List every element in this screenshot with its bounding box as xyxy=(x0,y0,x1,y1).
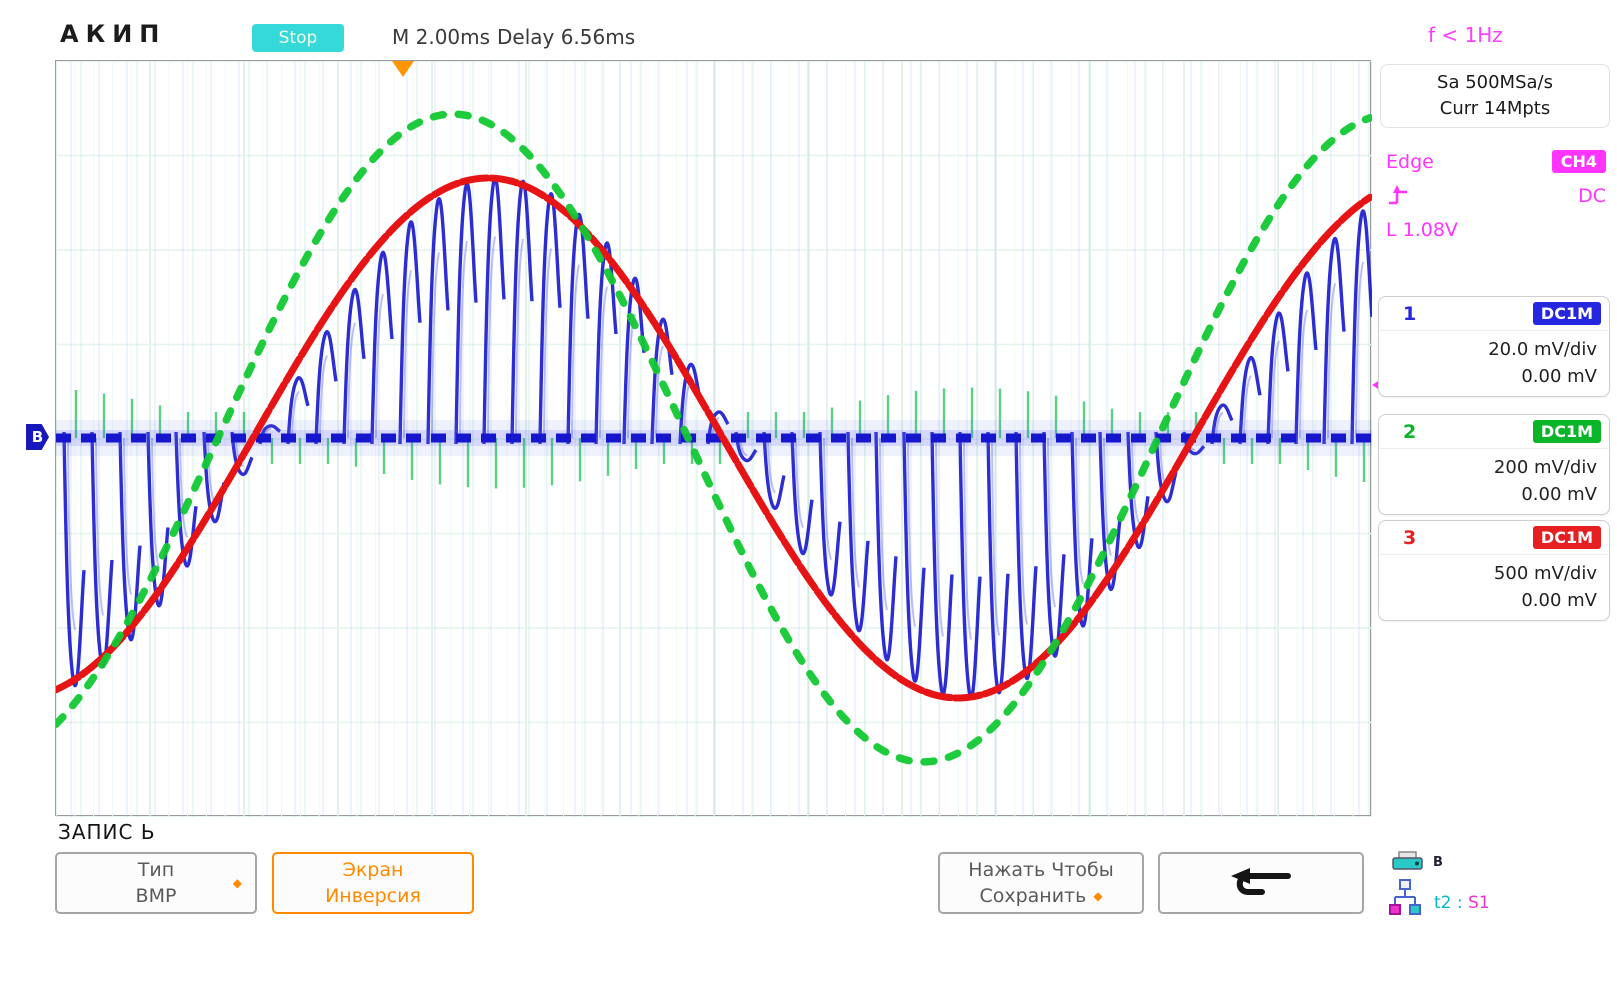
channel-2-scale: 200 mV/div xyxy=(1493,457,1597,478)
screen-invert-button[interactable]: Экран Инверсия xyxy=(272,852,474,914)
network-status-left: t2 xyxy=(1434,893,1452,913)
acquisition-info: Sa 500MSa/s Curr 14Mpts xyxy=(1380,64,1610,128)
save-label1: Нажать Чтобы xyxy=(968,859,1114,881)
waveform-display xyxy=(56,61,1372,817)
run-state-badge: Stop xyxy=(252,24,344,52)
usb-device-icon xyxy=(1390,850,1430,878)
delay-readout: Delay 6.56ms xyxy=(497,25,636,49)
sample-rate: Sa 500MSa/s xyxy=(1437,72,1553,93)
screen-invert-label2: Инверсия xyxy=(325,885,421,907)
channel-2-coupling-badge: DC1M xyxy=(1532,420,1601,443)
save-button[interactable]: Нажать Чтобы Сохранить ◆ xyxy=(938,852,1144,914)
channel-2-card[interactable]: 2 DC1M 200 mV/div 0.00 mV xyxy=(1378,414,1610,515)
memory-depth: Curr 14Mpts xyxy=(1439,98,1551,119)
back-button[interactable] xyxy=(1158,852,1364,914)
brand-logo: АКИП xyxy=(60,20,167,48)
channel-1-coupling-badge: DC1M xyxy=(1532,302,1601,325)
network-icon xyxy=(1388,878,1422,922)
channel-3-tab[interactable]: 3 DC1M xyxy=(1379,521,1609,555)
channel-1-offset: 0.00 mV xyxy=(1521,366,1597,387)
channel-2-number: 2 xyxy=(1403,420,1417,443)
file-type-button[interactable]: Тип BMP ◆ xyxy=(55,852,257,914)
network-status: t2 : S1 xyxy=(1434,893,1490,913)
usb-device-label: B xyxy=(1433,855,1443,870)
trigger-level: L 1.08V xyxy=(1386,219,1458,241)
channel-1-number: 1 xyxy=(1403,302,1417,325)
baseline-ground-marker[interactable]: B xyxy=(26,424,49,450)
trigger-mode: Edge xyxy=(1386,150,1434,173)
select-diamond-icon: ◆ xyxy=(1093,889,1103,903)
channel-3-coupling-badge: DC1M xyxy=(1532,526,1601,549)
channel-3-offset: 0.00 mV xyxy=(1521,590,1597,611)
channel-2-offset: 0.00 mV xyxy=(1521,484,1597,505)
channel-3-number: 3 xyxy=(1403,526,1417,549)
network-status-separator: : xyxy=(1456,893,1463,913)
frequency-readout: f < 1Hz xyxy=(1428,23,1503,47)
trigger-source-badge[interactable]: CH4 xyxy=(1551,150,1606,173)
trigger-position-marker[interactable] xyxy=(392,61,414,77)
channel-3-card[interactable]: 3 DC1M 500 mV/div 0.00 mV xyxy=(1378,520,1610,621)
channel-1-card[interactable]: 1 DC1M 20.0 mV/div 0.00 mV xyxy=(1378,296,1610,397)
file-type-label: Тип xyxy=(137,859,175,881)
trigger-coupling: DC xyxy=(1578,185,1606,207)
channel-3-scale: 500 mV/div xyxy=(1493,563,1597,584)
select-diamond-icon: ◆ xyxy=(232,876,242,890)
screen-invert-label1: Экран xyxy=(342,859,404,881)
save-label2: Сохранить xyxy=(979,885,1087,907)
file-type-value: BMP xyxy=(135,885,177,907)
trigger-info: Edge CH4 DC L 1.08V xyxy=(1386,150,1606,252)
menu-title: ЗАПИС Ь xyxy=(58,820,156,844)
rising-edge-icon xyxy=(1389,185,1407,205)
waveform-grid xyxy=(55,60,1372,817)
channel-1-scale: 20.0 mV/div xyxy=(1488,339,1597,360)
channel-1-tab[interactable]: 1 DC1M xyxy=(1379,297,1609,331)
timebase-readout: M 2.00ms xyxy=(392,25,491,49)
network-status-right: S1 xyxy=(1468,893,1490,913)
channel-2-tab[interactable]: 2 DC1M xyxy=(1379,415,1609,449)
back-arrow-icon xyxy=(1231,868,1291,895)
